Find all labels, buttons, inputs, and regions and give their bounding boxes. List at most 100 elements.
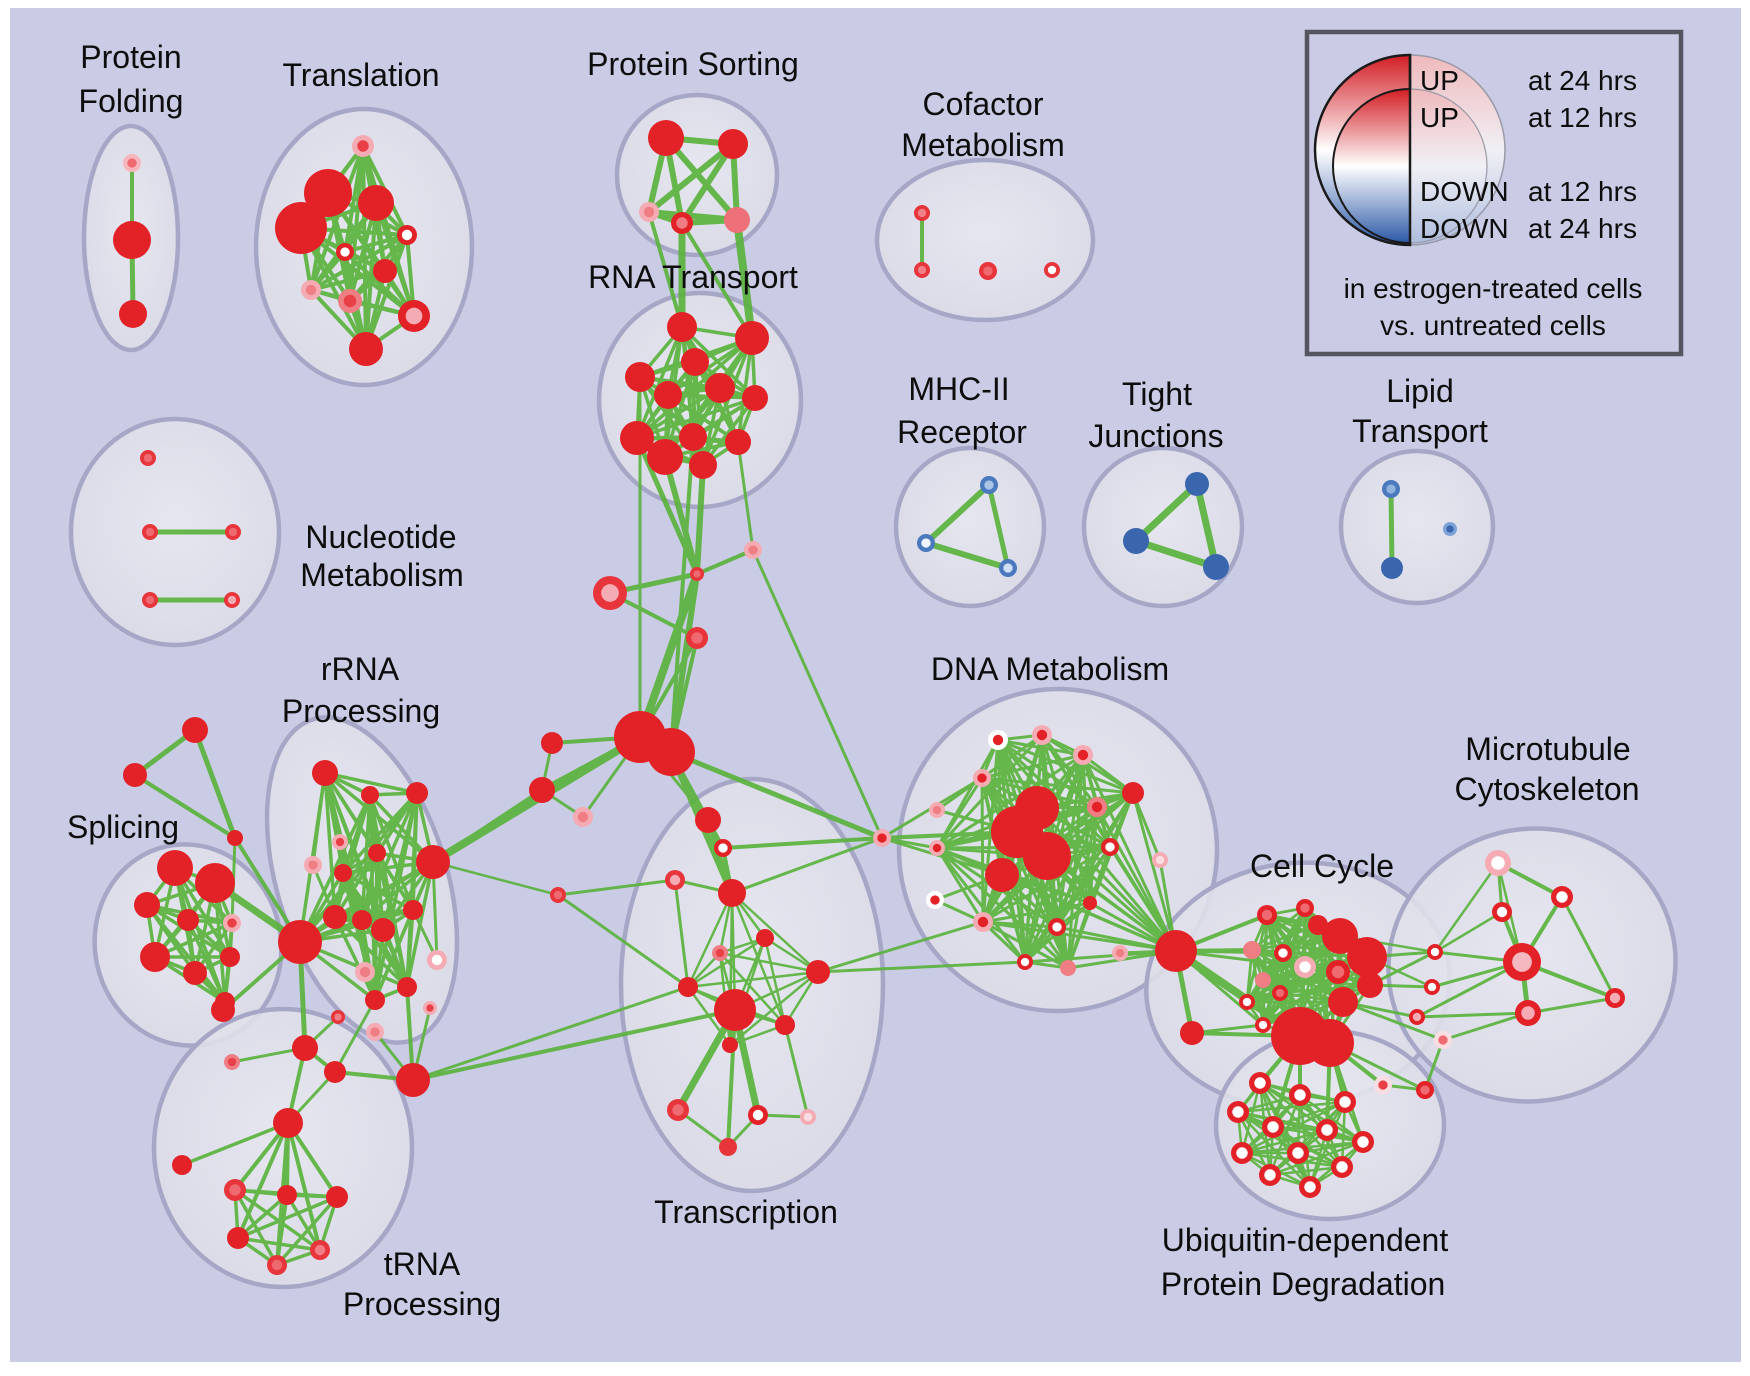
node-sp2 (195, 863, 235, 903)
cluster-rrna-processing-label: rRNA (321, 651, 400, 687)
node-inner-core (165, 858, 185, 878)
node-inner-core (305, 284, 317, 296)
node-d23 (873, 829, 891, 847)
node-inner-core (176, 1159, 188, 1171)
node-r6 (705, 373, 735, 403)
legend-footer-text: in estrogen-treated cells (1344, 273, 1643, 304)
node-inner-core (932, 843, 942, 853)
node-sp4 (177, 909, 199, 931)
node-hm1 (690, 567, 704, 581)
node-inner-core (743, 329, 761, 347)
edge (1174, 949, 1307, 969)
node-tx8 (806, 960, 830, 984)
node-inner-core (725, 136, 741, 152)
node-rr24 (396, 1063, 430, 1097)
node-inner-core (356, 914, 368, 926)
edge (718, 951, 820, 974)
node-inner-core (672, 1104, 684, 1116)
node-inner-core (535, 783, 549, 797)
node-r3 (681, 348, 709, 376)
node-rr3 (406, 782, 428, 804)
node-inner-core (407, 904, 419, 916)
edge (635, 396, 757, 440)
node-inner-core (366, 193, 386, 213)
node-d20 (1060, 960, 1076, 976)
node-d22 (1155, 930, 1197, 972)
node-p3 (639, 202, 659, 222)
edge (286, 1121, 322, 1252)
node-inner-core (693, 570, 701, 578)
node-inner-core (724, 885, 740, 901)
node-inner-core (343, 294, 357, 308)
cluster-trna-processing-label: tRNA (384, 1246, 461, 1282)
node-inner-core (687, 354, 703, 370)
node-rr8 (416, 845, 450, 879)
node-inner-core (718, 843, 728, 853)
edge (298, 793, 372, 944)
node-inner-core (1420, 1085, 1430, 1095)
node-h5 (573, 807, 593, 827)
node-inner-core (404, 1071, 422, 1089)
edge (730, 836, 884, 895)
node-inner-core (1336, 1161, 1348, 1173)
node-inner-core (1047, 265, 1057, 275)
node-inner-core (632, 369, 648, 385)
node-inner-core (227, 595, 237, 605)
node-inner-core (127, 158, 137, 168)
node-inner-core (1512, 952, 1532, 972)
node-d3 (1073, 745, 1093, 765)
node-cc3 (1308, 915, 1328, 935)
edge (236, 1195, 339, 1240)
node-inner-core (1357, 1136, 1369, 1148)
node-inner-core (691, 632, 703, 644)
node-inner-core (1258, 975, 1268, 985)
edge (133, 773, 237, 840)
node-tx2 (714, 839, 732, 857)
edge (680, 221, 754, 340)
node-mt7 (1409, 1009, 1425, 1025)
node-inner-core (1254, 1077, 1266, 1089)
node-cc6 (1243, 941, 1261, 959)
node-inner-core (405, 307, 423, 325)
node-rr1 (312, 760, 338, 786)
edge (663, 135, 740, 223)
node-cc12 (1272, 985, 1288, 1001)
node-inner-core (1077, 749, 1089, 761)
node-d1 (988, 730, 1008, 750)
node-cc11 (1255, 972, 1271, 988)
node-d19 (1017, 954, 1033, 970)
node-inner-core (1386, 562, 1398, 574)
node-tx1 (695, 807, 721, 833)
edge (923, 540, 1011, 571)
node-inner-core (1264, 1169, 1276, 1181)
node-tx15 (719, 1138, 737, 1156)
node-tx12 (667, 1099, 689, 1121)
node-inner-core (1190, 477, 1204, 491)
edge (1526, 996, 1617, 1015)
edge (556, 878, 677, 897)
edge (1132, 480, 1201, 545)
node-u1 (1249, 1072, 1271, 1094)
node-inner-core (984, 480, 994, 490)
cluster-transcription-label: Transcription (654, 1194, 838, 1230)
node-inner-core (1446, 525, 1454, 533)
node-cc16 (1306, 1019, 1354, 1067)
node-rr7 (334, 864, 352, 882)
node-l3 (1381, 557, 1403, 579)
cluster-nucleotide-metabolism-label: Metabolism (300, 557, 464, 593)
node-mt1 (1485, 850, 1511, 876)
cluster-protein-folding-label: Protein (80, 39, 181, 75)
node-inner-core (328, 910, 342, 924)
edge (285, 1193, 322, 1252)
node-x3 (1416, 1081, 1434, 1099)
node-inner-core (1363, 978, 1377, 992)
legend-time-label: at 24 hrs (1528, 65, 1637, 96)
node-rr22 (224, 1054, 240, 1070)
node-inner-core (1115, 948, 1125, 958)
edge (431, 860, 560, 897)
node-inner-core (1020, 957, 1030, 967)
node-inner-core (224, 951, 236, 963)
node-inner-core (424, 853, 442, 871)
node-inner-core (660, 387, 676, 403)
